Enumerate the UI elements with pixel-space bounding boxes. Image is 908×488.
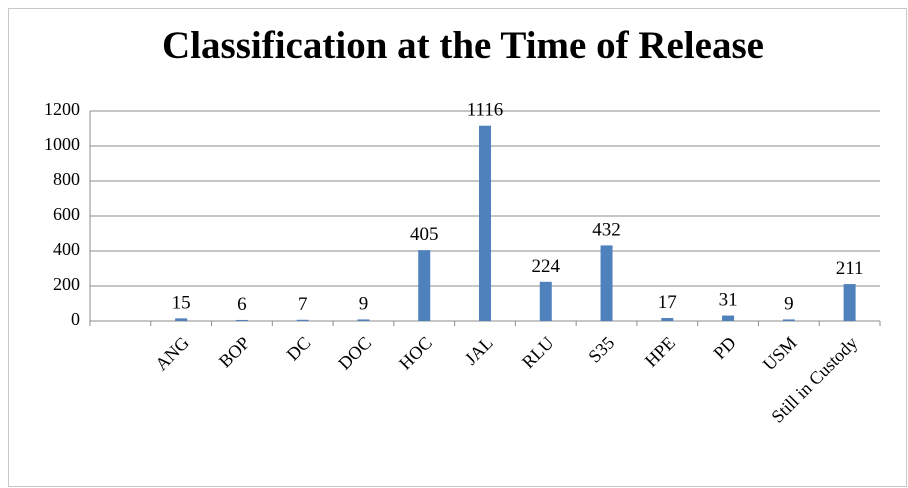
data-label: 405 [410, 224, 439, 245]
y-tick-label: 400 [53, 239, 80, 259]
chart-frame [8, 8, 907, 487]
bar [722, 315, 735, 321]
bar [418, 250, 431, 321]
data-label: 31 [719, 290, 738, 311]
data-label: 17 [658, 292, 677, 313]
y-tick-label: 1000 [44, 134, 80, 154]
y-tick-label: 1200 [44, 99, 80, 119]
bar [296, 319, 309, 321]
data-label: 7 [298, 294, 308, 315]
y-tick-label: 600 [53, 204, 80, 224]
bar [843, 284, 856, 321]
data-label: 9 [784, 293, 794, 314]
bar [479, 125, 491, 321]
y-tick-label: 200 [53, 274, 80, 294]
data-label: 6 [237, 294, 247, 315]
bar [600, 245, 613, 321]
data-label: 224 [532, 256, 561, 277]
bar [235, 319, 248, 321]
data-label: 211 [836, 258, 864, 279]
bar [661, 318, 674, 321]
chart-title: Classification at the Time of Release [162, 24, 764, 67]
data-label: 15 [172, 292, 191, 313]
bar [539, 281, 552, 321]
bar [175, 318, 188, 321]
bar [357, 319, 370, 321]
data-label: 1116 [467, 100, 504, 121]
data-label: 432 [592, 219, 621, 240]
y-tick-label: 0 [71, 309, 80, 329]
bar [782, 319, 795, 321]
y-tick-label: 800 [53, 169, 80, 189]
data-label: 9 [359, 293, 369, 314]
